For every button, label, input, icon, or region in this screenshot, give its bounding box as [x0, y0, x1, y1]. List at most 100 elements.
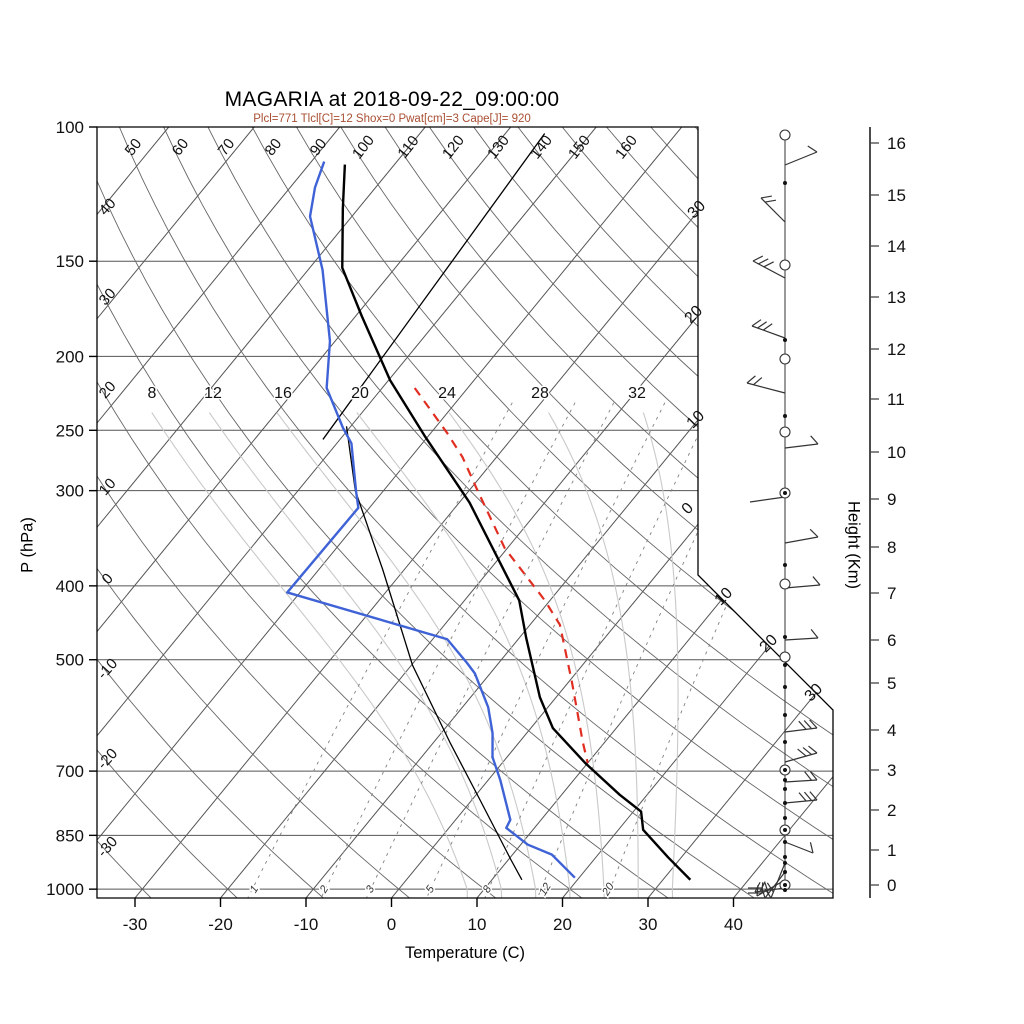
mixing-ratio-label: 5: [424, 883, 438, 895]
wind-marker-dot: [783, 563, 787, 567]
height-tick-label: 11: [887, 390, 905, 409]
wind-marker-dot: [783, 787, 787, 791]
wind-marker-dot: [783, 883, 787, 887]
wind-marker-dot: [783, 740, 787, 744]
wind-marker-dot: [783, 861, 787, 865]
wind-marker-dot: [783, 414, 787, 418]
chart-subtitle: Plcl=771 Tlcl[C]=12 Shox=0 Pwat[cm]=3 Ca…: [253, 113, 531, 125]
wind-marker-dot: [783, 635, 787, 639]
temperature-tick-label: -10: [294, 915, 319, 934]
wind-marker-circle: [779, 353, 791, 365]
pressure-tick-label: 400: [56, 577, 84, 596]
dry-adiabat-label: 50: [122, 135, 146, 159]
height-tick-label: 15: [887, 186, 906, 205]
isotherm-label: 30: [685, 197, 710, 222]
dry-adiabat-label: 160: [612, 132, 641, 162]
plot-border: [96, 126, 834, 899]
aux-line-upper: [322, 133, 546, 440]
sounding-profiles: [286, 161, 692, 881]
wind-marker-dot: [783, 801, 787, 805]
dry-adiabat-label: -20: [94, 745, 121, 772]
temperature-tick-label: 30: [639, 915, 658, 934]
wind-marker-circle: [779, 578, 791, 590]
wind-marker-circle: [779, 129, 791, 141]
wind-marker-circle: [779, 259, 791, 271]
aux-line-lower: [345, 426, 523, 881]
dewpoint-profile: [286, 161, 576, 879]
height-tick-label: 10: [887, 443, 906, 462]
pressure-tick-label: 850: [56, 826, 84, 845]
temperature-tick-label: 10: [468, 915, 487, 934]
wind-barb: [784, 841, 814, 854]
wind-barb: [764, 871, 786, 899]
dry-adiabat-label: 120: [439, 132, 468, 162]
wind-marker-dot: [783, 816, 787, 820]
wind-marker-dot: [783, 778, 787, 782]
isotherm-label: 20: [682, 302, 707, 327]
wind-barb: [784, 151, 818, 166]
pressure-tick-label: 250: [56, 421, 84, 440]
isobar-lines: [97, 127, 833, 890]
height-tick-label: 9: [887, 490, 896, 509]
height-tick-label: 16: [887, 134, 906, 153]
wind-marker-dot: [783, 840, 787, 844]
wind-barb: [749, 496, 786, 503]
wind-barb: [751, 325, 786, 339]
wind-barb-column: [746, 129, 821, 899]
aux-reference-lines: [322, 133, 546, 881]
isotherm-label: 10: [712, 584, 737, 609]
y-axis-title: P (hPa): [18, 517, 37, 573]
wind-marker-dot: [783, 491, 787, 495]
dry-adiabat-label: 90: [307, 135, 331, 159]
wind-barb: [754, 887, 786, 893]
wind-barb: [760, 197, 786, 223]
temperature-tick-label: -30: [123, 915, 148, 934]
dry-adiabat-label: 10: [96, 475, 120, 499]
height-tick-label: 0: [887, 876, 896, 895]
wind-barb: [784, 584, 821, 589]
wind-marker-dot: [783, 663, 787, 667]
chart-title: MAGARIA at 2018-09-22_09:00:00: [224, 88, 560, 111]
wind-marker-circle: [779, 651, 791, 663]
pressure-tick-label: 150: [56, 252, 84, 271]
dry-adiabat-label: 140: [527, 132, 556, 162]
wind-marker-dot: [783, 828, 787, 832]
wind-marker-dot: [783, 181, 787, 185]
wind-barb: [746, 382, 786, 394]
height-axis-title: Height (Km): [844, 500, 863, 590]
mixing-ratio-label: 1: [248, 884, 261, 896]
isotherm-label: 0: [679, 500, 697, 518]
mixing-ratio-label: 20: [600, 880, 618, 898]
height-tick-label: 5: [887, 674, 896, 693]
wind-marker-dot: [783, 855, 787, 859]
pressure-tick-label: 300: [56, 482, 84, 501]
pressure-axis: 100 150 200 250 300 400 500 700 850 1000: [46, 118, 97, 899]
moist-adiabat-label: 32: [628, 385, 646, 402]
temperature-tick-label: -20: [208, 915, 233, 934]
wind-marker-dot: [783, 888, 787, 892]
moist-adiabat-label: 28: [531, 385, 549, 402]
moist-adiabat-label: 24: [438, 385, 456, 402]
dry-adiabat-label: 20: [96, 378, 120, 402]
mixing-ratio-lines: [247, 402, 817, 898]
height-tick-label: 14: [887, 237, 906, 256]
temperature-profile: [341, 164, 692, 881]
pressure-tick-label: 100: [56, 118, 84, 137]
wind-barb: [784, 779, 818, 783]
height-tick-label: 8: [887, 538, 896, 557]
dry-adiabat-label: -30: [94, 833, 121, 860]
dry-adiabat-label: 40: [96, 195, 120, 219]
moist-adiabat-lines: [151, 412, 679, 898]
height-tick-label: 7: [887, 584, 896, 603]
wind-marker-dot: [783, 338, 787, 342]
dry-adiabat-label: 0: [99, 570, 117, 588]
temperature-tick-label: 0: [387, 915, 396, 934]
mixing-ratio-label: 12: [537, 881, 554, 898]
wind-marker-circle: [779, 426, 791, 438]
dry-adiabat-label: 80: [262, 135, 286, 159]
moist-adiabat-label: 12: [204, 385, 222, 402]
dry-adiabat-label: 70: [215, 135, 239, 159]
pressure-tick-label: 700: [56, 762, 84, 781]
height-tick-label: 2: [887, 801, 896, 820]
